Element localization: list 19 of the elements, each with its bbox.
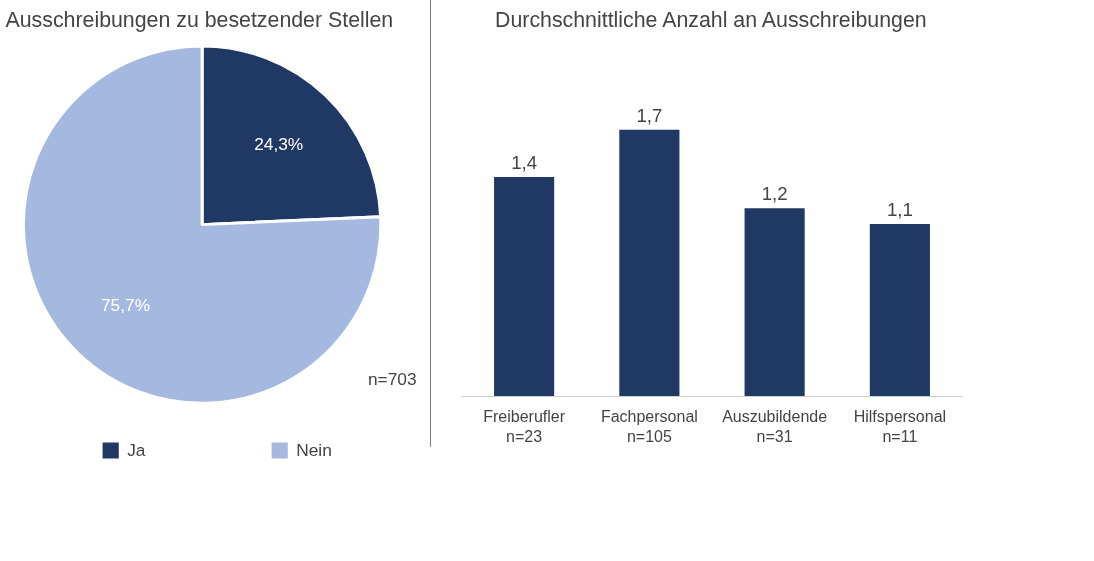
x-tick-label: Freiberufler n=23 [483,407,566,445]
x-tick-label: Fachpersonal n=105 [600,407,698,445]
data-label: 24,3% [254,134,304,155]
legend-label: Ja [127,439,147,461]
chart-title: Durchschnittliche Anzahl an Ausschreibungen [495,7,927,32]
data-label: 1,2 [761,183,788,205]
text: n=703 [367,369,417,390]
bar [619,129,680,397]
x-tick-label: Auszubildende n=31 [722,407,828,445]
legend-label: Nein [296,439,332,461]
bar [494,176,555,397]
x-tick-label: Hilfspersonal n=11 [853,407,947,445]
data-label: 1,7 [636,104,663,126]
data-label: 1,4 [511,151,538,173]
bar [869,223,930,397]
data-label: 1,1 [886,198,913,220]
bar [744,208,805,397]
data-label: 75,7% [100,294,151,315]
chart-title: Ausschreibungen zu besetzender Stellen [5,7,394,32]
